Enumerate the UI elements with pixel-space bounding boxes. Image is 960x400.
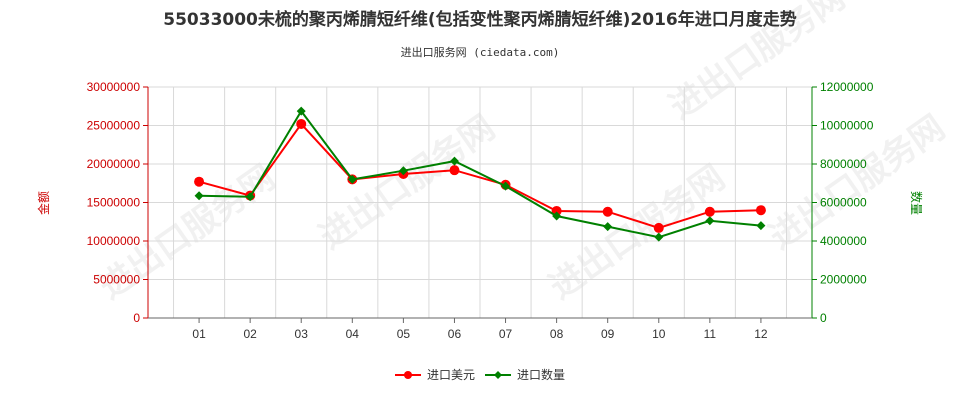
left-tick-label: 15000000: [87, 196, 141, 210]
x-tick-label: 11: [704, 327, 717, 341]
series-point-qty: [552, 211, 562, 221]
series-point-usd: [296, 118, 307, 129]
series-point-usd: [704, 206, 715, 217]
series-point-qty: [756, 221, 766, 231]
series-point-usd: [602, 206, 613, 217]
x-tick-label: 10: [652, 327, 666, 341]
x-tick-label: 05: [397, 327, 411, 341]
grid: [147, 86, 813, 319]
chart-title: 55033000未梳的聚丙烯腈短纤维(包括变性聚丙烯腈短纤维)2016年进口月度…: [163, 9, 796, 30]
right-tick-label: 6000000: [820, 196, 867, 210]
watermark-text: 进出口服务网: [312, 108, 502, 258]
series-layer: [194, 106, 766, 242]
left-tick-label: 5000000: [93, 273, 140, 287]
legend-label-1: 进口数量: [517, 367, 565, 382]
x-tick-label: 03: [295, 327, 309, 341]
x-tick-label: 09: [601, 327, 615, 341]
right-tick-label: 12000000: [820, 80, 874, 94]
left-tick-label: 0: [133, 311, 140, 325]
series-point-qty: [603, 222, 613, 232]
series-point-qty: [449, 156, 459, 166]
right-tick-label: 2000000: [820, 273, 867, 287]
series-line-0: [198, 122, 761, 229]
series-point-qty: [501, 181, 511, 191]
series-point-usd: [653, 222, 664, 233]
x-tick-label: 01: [192, 327, 206, 341]
series-point-qty: [347, 174, 357, 184]
series-point-usd: [755, 205, 766, 216]
left-axis-title: 金额: [36, 191, 51, 215]
series-point-qty: [705, 216, 715, 226]
x-tick-label: 08: [550, 327, 564, 341]
left-tick-label: 10000000: [87, 234, 141, 248]
right-tick-label: 4000000: [820, 234, 867, 248]
right-tick-label: 8000000: [820, 157, 867, 171]
x-tick-label: 02: [243, 327, 257, 341]
legend-marker-0: [404, 371, 412, 379]
right-tick-label: 0: [820, 311, 827, 325]
left-tick-label: 30000000: [87, 80, 141, 94]
right-tick-label: 10000000: [820, 119, 874, 133]
x-tick-label: 12: [754, 327, 768, 341]
right-axis-title: 数量: [909, 191, 924, 215]
axes: 0500000010000000150000002000000025000000…: [36, 80, 924, 341]
x-tick-label: 06: [448, 327, 462, 341]
left-tick-label: 25000000: [87, 119, 141, 133]
series-point-qty: [245, 192, 255, 202]
x-tick-label: 07: [499, 327, 513, 341]
x-tick-label: 04: [346, 327, 360, 341]
left-tick-label: 20000000: [87, 157, 141, 171]
legend: 进口美元 进口数量: [395, 367, 565, 382]
legend-label-0: 进口美元: [427, 368, 475, 382]
series-point-usd: [449, 165, 460, 176]
chart-subtitle: 进出口服务网 (ciedata.com): [401, 45, 560, 59]
series-point-usd: [194, 176, 205, 187]
series-point-qty: [194, 191, 204, 201]
series-point-qty: [296, 106, 306, 116]
series-point-qty: [654, 232, 664, 242]
series-point-qty: [398, 166, 408, 176]
legend-marker-1: [494, 371, 502, 379]
series-line-1: [199, 109, 762, 239]
